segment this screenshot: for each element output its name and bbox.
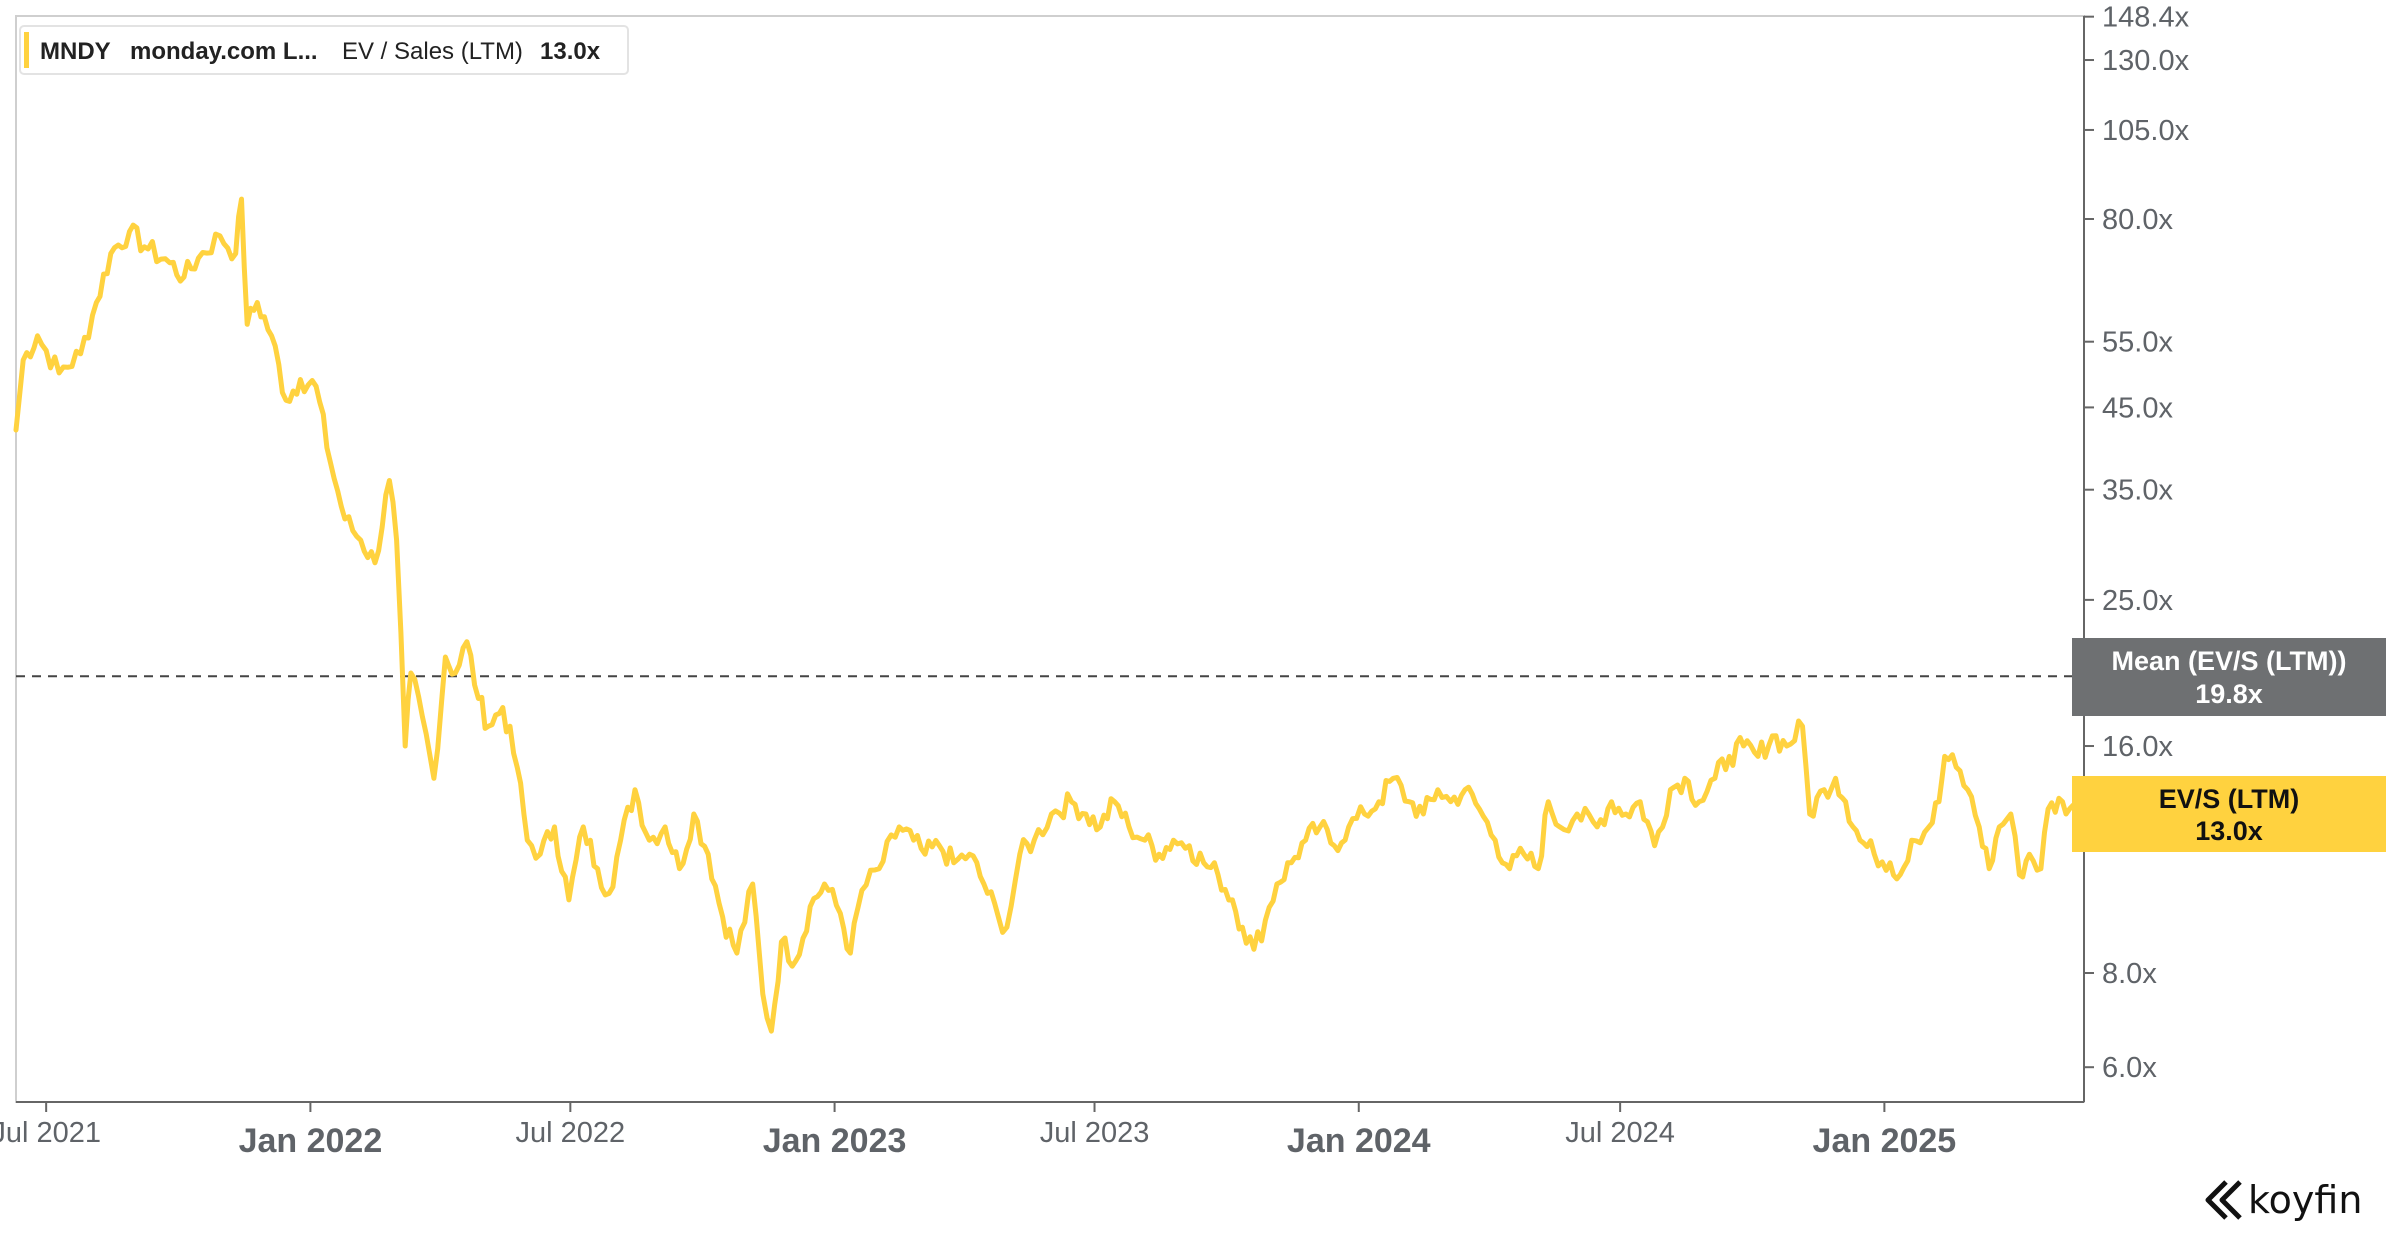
- plot-frame: [15, 15, 2085, 1103]
- x-tick-label: Jul 2022: [516, 1117, 626, 1149]
- y-tick-label: 148.4x: [2102, 2, 2190, 34]
- ev-sales-series-line: [13, 196, 2080, 1034]
- legend-swatch: [24, 32, 29, 68]
- current-badge: EV/S (LTM) 13.0x: [2072, 776, 2386, 852]
- x-tick-label: Jul 2023: [1040, 1117, 1150, 1149]
- x-tick-label: Jul 2024: [1565, 1117, 1675, 1149]
- mean-badge: Mean (EV/S (LTM)) 19.8x: [2072, 638, 2386, 716]
- mean-badge-value: 19.8x: [2195, 679, 2263, 709]
- koyfin-mark-icon: [2205, 1180, 2242, 1220]
- y-tick-label: 105.0x: [2102, 115, 2190, 147]
- y-tick-label: 35.0x: [2102, 475, 2173, 507]
- mean-badge-bg: [2072, 638, 2386, 716]
- mean-badge-label: Mean (EV/S (LTM)): [2112, 646, 2347, 676]
- legend: MNDY monday.com L... EV / Sales (LTM) 13…: [19, 25, 629, 75]
- legend-metric: EV / Sales (LTM): [342, 38, 523, 65]
- x-tick-label: Jul 2021: [0, 1117, 101, 1149]
- y-tick-label: 130.0x: [2102, 45, 2190, 77]
- x-tick-label: Jan 2025: [1813, 1122, 1957, 1160]
- x-tick-label: Jan 2024: [1287, 1122, 1431, 1160]
- legend-box: [19, 25, 629, 75]
- legend-company: monday.com L...: [130, 38, 318, 65]
- koyfin-brand-name: koyfin: [2248, 1178, 2362, 1222]
- legend-ticker: MNDY: [40, 38, 111, 65]
- legend-value: 13.0x: [540, 38, 601, 65]
- y-tick-label: 6.0x: [2102, 1052, 2157, 1084]
- y-tick-label: 25.0x: [2102, 585, 2173, 617]
- y-tick-label: 8.0x: [2102, 958, 2157, 990]
- y-axis-ticks: 148.4x 130.0x 105.0x 80.0x 55.0x 45.0x 35.0x 25…: [2084, 2, 2190, 1084]
- current-badge-value: 13.0x: [2195, 816, 2263, 846]
- x-axis-ticks: Jul 2021 Jan 2022 Jul 2022 Jan 2023 Jul 2023…: [0, 1102, 1956, 1160]
- y-tick-label: 55.0x: [2102, 327, 2173, 359]
- x-tick-label: Jan 2023: [763, 1122, 907, 1160]
- koyfin-logo[interactable]: koyfin: [2205, 1178, 2362, 1222]
- y-tick-label: 16.0x: [2102, 731, 2173, 763]
- x-tick-label: Jan 2022: [239, 1122, 383, 1160]
- current-badge-bg: [2072, 776, 2386, 852]
- current-badge-label: EV/S (LTM): [2159, 784, 2299, 814]
- y-tick-label: 80.0x: [2102, 204, 2173, 236]
- y-tick-label: 45.0x: [2102, 392, 2173, 424]
